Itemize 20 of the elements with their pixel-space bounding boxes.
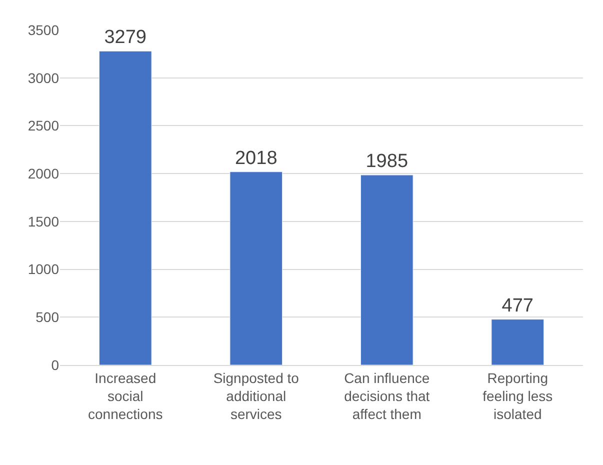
y-tick-label: 1500 bbox=[28, 213, 60, 230]
bar bbox=[491, 319, 544, 365]
y-tick-label: 2500 bbox=[28, 118, 60, 134]
data-label: 2018 bbox=[234, 148, 278, 169]
bar bbox=[98, 50, 152, 365]
y-tick-label: 3000 bbox=[28, 70, 60, 86]
x-tick-label: Increased social connections bbox=[88, 370, 163, 422]
bar bbox=[360, 174, 414, 365]
y-tick-label: 3500 bbox=[28, 22, 60, 38]
x-tick-label: Reporting feeling less isolated bbox=[482, 370, 553, 422]
x-tick-label: Can influence decisions that affect them bbox=[344, 370, 430, 422]
y-tick-label: 1000 bbox=[28, 261, 60, 278]
y-tick-label: 0 bbox=[51, 356, 60, 373]
data-label: 3279 bbox=[104, 27, 147, 48]
y-tick-label: 500 bbox=[36, 309, 60, 326]
bar bbox=[230, 172, 283, 365]
y-tick-label: 2000 bbox=[28, 165, 60, 182]
data-label: 1985 bbox=[366, 151, 408, 172]
data-label: 477 bbox=[502, 295, 534, 316]
x-tick-label: Signposted to additional services bbox=[213, 370, 300, 422]
